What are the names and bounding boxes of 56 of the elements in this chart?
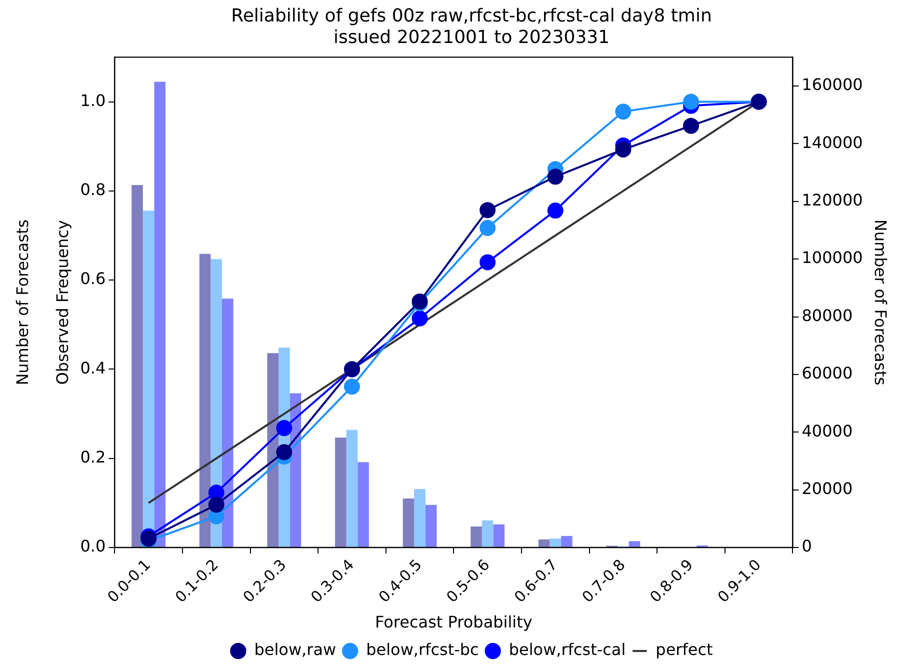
y2-tick-label: 80000 bbox=[802, 306, 853, 325]
y-tick-label: 0.8 bbox=[80, 180, 106, 200]
chart-title: Reliability of gefs 00z raw,rfcst-bc,rfcst-cal day8 tmin issued 20221001 to 20230331 bbox=[231, 5, 712, 48]
y2-tick-label: 0 bbox=[802, 536, 812, 556]
bar bbox=[154, 82, 166, 548]
point bbox=[412, 310, 428, 326]
point bbox=[547, 168, 564, 185]
bar bbox=[402, 498, 414, 548]
y-axis-title: Observed Frequency bbox=[52, 220, 72, 385]
legend-label: perfect bbox=[656, 640, 713, 660]
point bbox=[683, 94, 700, 110]
point bbox=[683, 118, 700, 134]
point bbox=[276, 420, 292, 436]
y2-tick-label: 20000 bbox=[802, 478, 853, 498]
point bbox=[344, 378, 360, 395]
y2-tick-label: 40000 bbox=[802, 421, 853, 440]
bar bbox=[414, 488, 426, 548]
bar bbox=[267, 353, 279, 548]
y-tick-label: 1.0 bbox=[80, 90, 106, 110]
bar bbox=[222, 298, 234, 548]
bar bbox=[628, 541, 640, 548]
y2-tick-label: 60000 bbox=[802, 364, 853, 383]
y-tick-label: 0.0 bbox=[80, 536, 106, 556]
bar bbox=[346, 430, 358, 548]
y-tick-label: 0.2 bbox=[80, 448, 106, 467]
point bbox=[615, 141, 632, 158]
legend-label: below,rfcst-cal bbox=[508, 640, 626, 660]
legend-label: below,rfcst-bc bbox=[366, 640, 479, 660]
y2-tick-label: 140000 bbox=[802, 132, 863, 152]
legend-label: below,raw bbox=[254, 640, 336, 660]
bar bbox=[561, 536, 572, 548]
y3-axis-title: Number of Forecasts bbox=[13, 219, 32, 386]
y2-axis-title: Number of Forecasts bbox=[871, 219, 890, 386]
bar bbox=[335, 438, 346, 548]
bar bbox=[538, 539, 550, 548]
y2-tick-label: 100000 bbox=[802, 248, 863, 268]
y-tick-label: 0.6 bbox=[80, 269, 106, 288]
point bbox=[480, 220, 496, 236]
point bbox=[480, 254, 496, 270]
y2-tick-label: 160000 bbox=[802, 75, 863, 94]
point bbox=[208, 496, 224, 513]
bar bbox=[470, 526, 482, 548]
bar bbox=[550, 538, 562, 548]
point bbox=[547, 202, 564, 219]
point bbox=[480, 202, 496, 218]
bar bbox=[425, 504, 437, 548]
x-axis-title: Forecast Probability bbox=[374, 612, 532, 632]
bar bbox=[132, 184, 143, 548]
point bbox=[276, 444, 292, 460]
bar bbox=[482, 520, 494, 548]
bar bbox=[199, 254, 211, 548]
bar bbox=[358, 462, 369, 548]
y2-tick-label: 120000 bbox=[802, 190, 863, 210]
point bbox=[615, 104, 632, 120]
y-tick-label: 0.4 bbox=[80, 358, 106, 378]
bar bbox=[493, 524, 505, 548]
